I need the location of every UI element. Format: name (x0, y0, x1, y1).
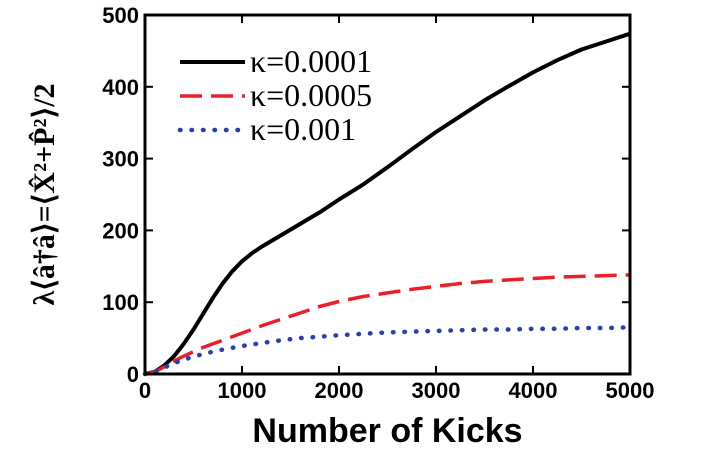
y-tick-label: 0 (127, 362, 139, 387)
legend-label-3: κ=0.001 (250, 111, 356, 147)
series-line-2 (144, 273, 631, 376)
y-tick-label: 200 (102, 218, 139, 243)
series-line-1 (144, 31, 631, 376)
x-tick-label: 1000 (218, 378, 267, 403)
y-tick-label: 300 (102, 147, 139, 172)
x-tick-label: 5000 (606, 378, 655, 403)
series-line-3 (142, 325, 633, 377)
x-tick-label: 4000 (509, 378, 558, 403)
legend-label-1: κ=0.0001 (250, 43, 372, 79)
x-tick-label: 0 (139, 378, 151, 403)
y-tick-label: 400 (102, 75, 139, 100)
x-tick-label: 2000 (315, 378, 364, 403)
y-tick-label: 500 (102, 3, 139, 28)
y-axis-label: λ⟨â†â⟩=⟨X̂²+P̂²⟩/2 (28, 83, 61, 305)
legend-label-2: κ=0.0005 (250, 77, 372, 113)
axis-ticks: 0 1000 2000 3000 4000 5000 0 100 200 300 400 500 (102, 3, 654, 403)
plot-frame (143, 13, 632, 376)
y-tick-label: 100 (102, 290, 139, 315)
x-tick-label: 3000 (412, 378, 461, 403)
plot-data (142, 31, 633, 377)
x-axis-label: Number of Kicks (252, 412, 522, 450)
